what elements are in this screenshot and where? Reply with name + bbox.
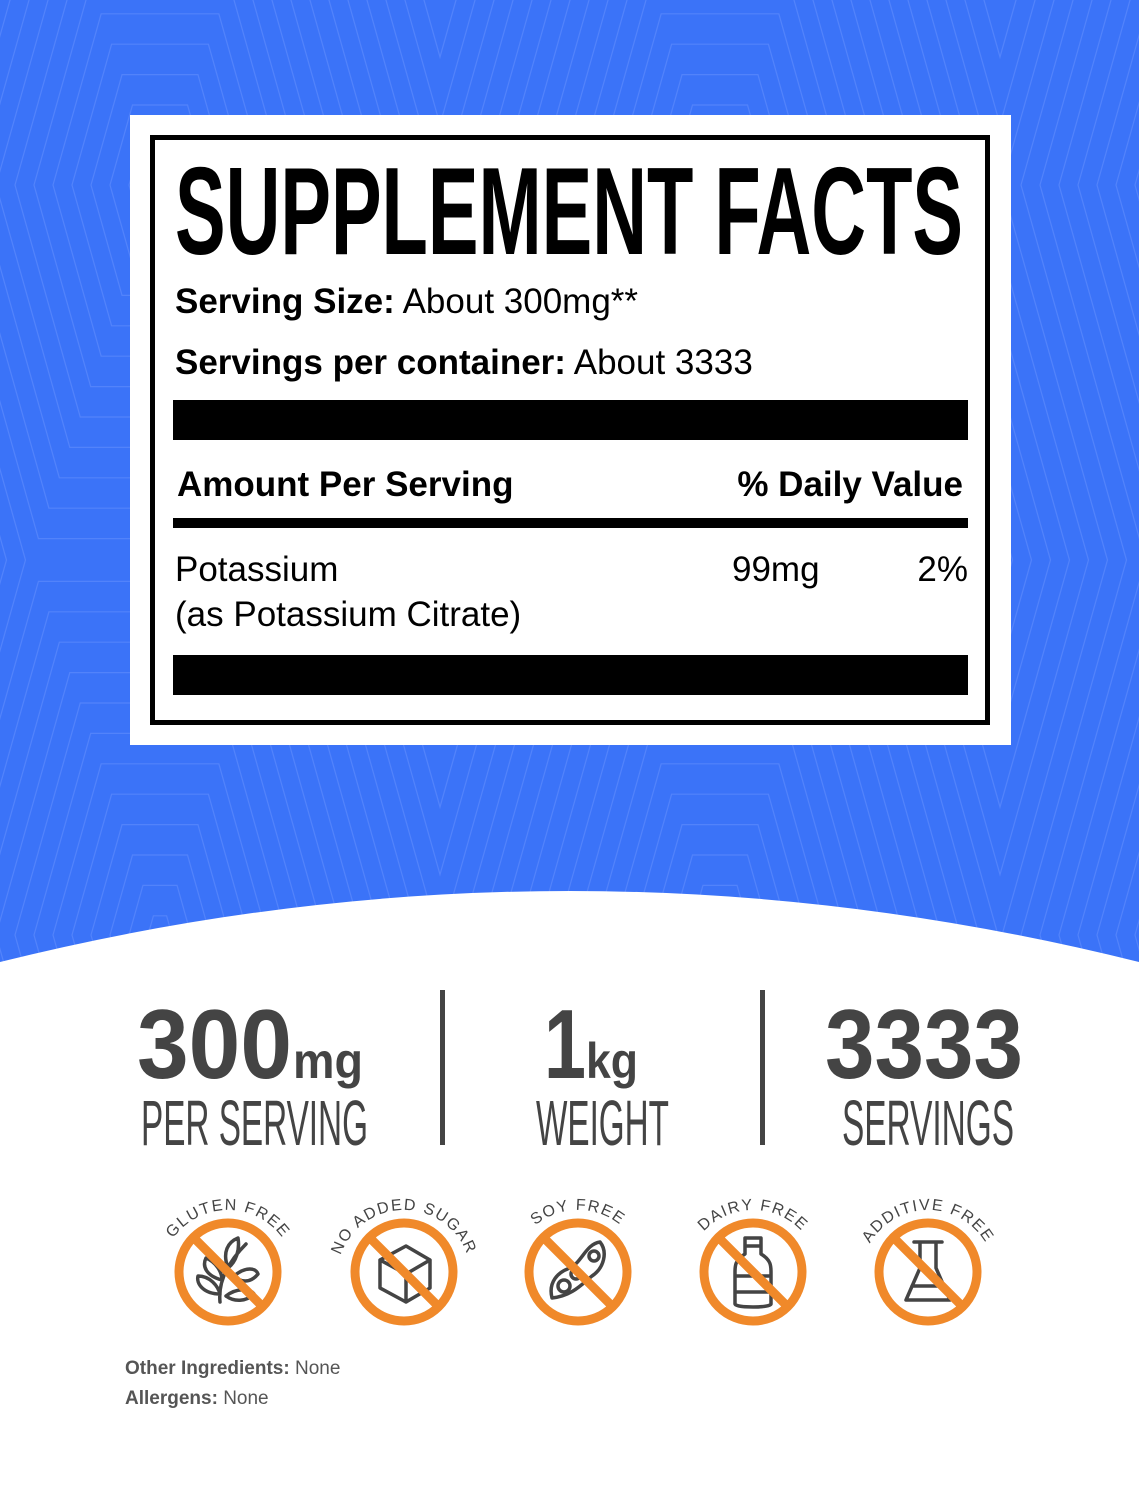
supplement-facts-panel: SUPPLEMENT FACTS Serving Size: About 300… [130, 115, 1011, 745]
ingredient-source: (as Potassium Citrate) [175, 595, 522, 634]
thick-rule [173, 400, 968, 440]
other-ingredients: Other Ingredients: None [125, 1358, 340, 1380]
badge-gluten-free: GLUTEN FREE [163, 1197, 292, 1326]
stat-caption: PER SERVING [141, 1087, 368, 1155]
prohibition-circle-icon [524, 1218, 632, 1326]
servings-value: About 3333 [565, 343, 753, 382]
prohibition-slash [714, 1233, 792, 1311]
badge-no-added-sugar: NO ADDED SUGAR [328, 1197, 478, 1326]
stat-divider [760, 990, 765, 1145]
prohibition-slash [889, 1233, 967, 1311]
ingredient-amount: 99mg [732, 550, 820, 589]
facts-title-text: SUPPLEMENT FACTS [175, 162, 963, 262]
other-ingredients-value: None [289, 1358, 341, 1379]
stat-unit: mg [293, 1033, 363, 1089]
allergens-value: None [217, 1388, 269, 1409]
stat-unit: kg [586, 1033, 638, 1089]
ingredient-name: Potassium [175, 550, 339, 589]
prohibition-slash [189, 1233, 267, 1311]
milk-bottle-icon [733, 1236, 773, 1309]
badge-soy-free: SOY FREE [524, 1197, 632, 1326]
prohibition-circle-icon [874, 1218, 982, 1326]
stat-caption: SERVINGS [842, 1087, 1014, 1155]
amount-per-serving-header: Amount Per Serving [177, 465, 514, 504]
serving-size-value: About 300mg** [394, 282, 639, 321]
prohibition-circle-icon [350, 1218, 458, 1326]
ingredient-daily-value: 2% [917, 550, 968, 589]
servings-per-container: Servings per container: About 3333 [175, 343, 753, 383]
prohibition-slash [365, 1233, 443, 1311]
facts-border: SUPPLEMENT FACTS Serving Size: About 300… [150, 135, 990, 725]
stat-caption: WEIGHT [536, 1087, 669, 1155]
stat-per-serving: 300 mg PER SERVING [137, 990, 368, 1155]
stat-weight: 1 kg WEIGHT [536, 990, 669, 1155]
prohibition-circle-icon [174, 1218, 282, 1326]
allergens-label: Allergens: [125, 1388, 218, 1409]
badge-dairy-free: DAIRY FREE [695, 1197, 811, 1326]
stat-value: 300 [137, 990, 292, 1099]
prohibition-circle-icon [699, 1218, 807, 1326]
stat-value: 1 [544, 990, 586, 1099]
stat-servings: 3333 SERVINGS [825, 990, 1023, 1155]
other-ingredients-label: Other Ingredients: [125, 1358, 290, 1379]
daily-value-header: % Daily Value [737, 465, 963, 504]
servings-label: Servings per container: [175, 343, 566, 382]
allergens: Allergens: None [125, 1388, 269, 1410]
badge-additive-free: ADDITIVE FREE [859, 1197, 995, 1326]
facts-title: SUPPLEMENT FACTS [175, 162, 963, 262]
badge-label: DAIRY FREE [695, 1197, 811, 1235]
stat-divider [440, 990, 445, 1145]
stat-value: 3333 [825, 990, 1023, 1099]
bottom-thick-rule [173, 655, 968, 695]
serving-size-label: Serving Size: [175, 282, 395, 321]
prohibition-slash [539, 1233, 617, 1311]
serving-size: Serving Size: About 300mg** [175, 282, 638, 322]
medium-rule [173, 518, 968, 528]
